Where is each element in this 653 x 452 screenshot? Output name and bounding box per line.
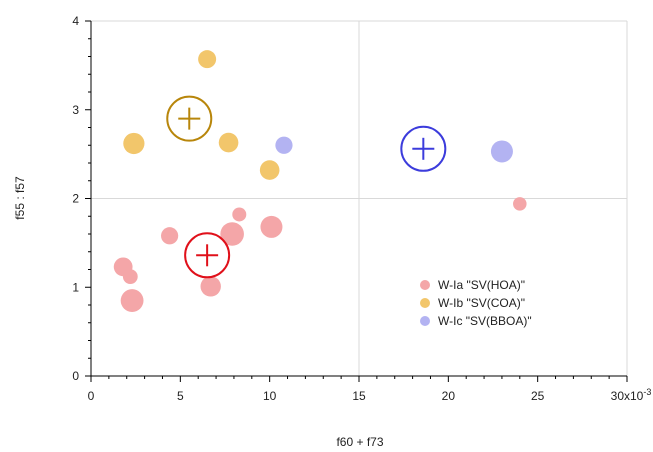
centroid-ring [184,232,231,279]
data-point [220,222,244,246]
data-point [275,136,293,154]
legend-swatch-hoa [420,280,430,290]
legend-swatch-coa [420,298,430,308]
legend-label-hoa: W-Ia "SV(HOA)" [438,278,525,292]
data-point [198,50,217,69]
x-tick-label: 25 [531,389,545,403]
data-point [122,269,138,284]
data-point [232,207,247,222]
x-axis-label: f60 + f73 [336,435,383,449]
data-point [490,140,513,163]
data-point [218,132,239,153]
data-points [113,50,527,312]
x-tick-label: 5 [177,389,184,403]
data-point [260,215,283,238]
legend-label-bboa: W-Ic "SV(BBOA)" [438,314,532,328]
legend: W-Ia "SV(HOA)" W-Ib "SV(COA)" W-Ic "SV(B… [420,278,532,328]
centroid-ring [400,125,447,172]
x-tick-label: 0 [88,389,95,403]
legend-label-coa: W-Ib "SV(COA)" [438,296,525,310]
data-point [161,227,179,245]
x-tick-label: 30x10-3 [611,387,652,403]
y-tick-label: 2 [72,192,79,206]
x-tick-label: 15 [352,389,366,403]
y-tick-label: 1 [72,280,79,294]
centroid-markers [166,95,447,279]
legend-swatch-bboa [420,316,430,326]
data-point [120,289,144,312]
y-tick-label: 4 [72,14,79,28]
grid [91,20,628,376]
y-axis-label: f55 : f57 [13,176,27,220]
x-tick-label: 20 [442,389,456,403]
y-tick-label: 0 [72,369,79,383]
data-point [513,197,527,211]
data-point [123,132,145,155]
y-tick-label: 3 [72,103,79,117]
data-point [200,276,221,297]
tick-labels: 0 5 10 15 20 25 30x10-3 0 1 2 3 4 [72,14,651,403]
x-tick-label: 10 [263,389,277,403]
axes [85,20,628,382]
data-point [259,160,280,180]
centroid-ring [166,95,213,142]
